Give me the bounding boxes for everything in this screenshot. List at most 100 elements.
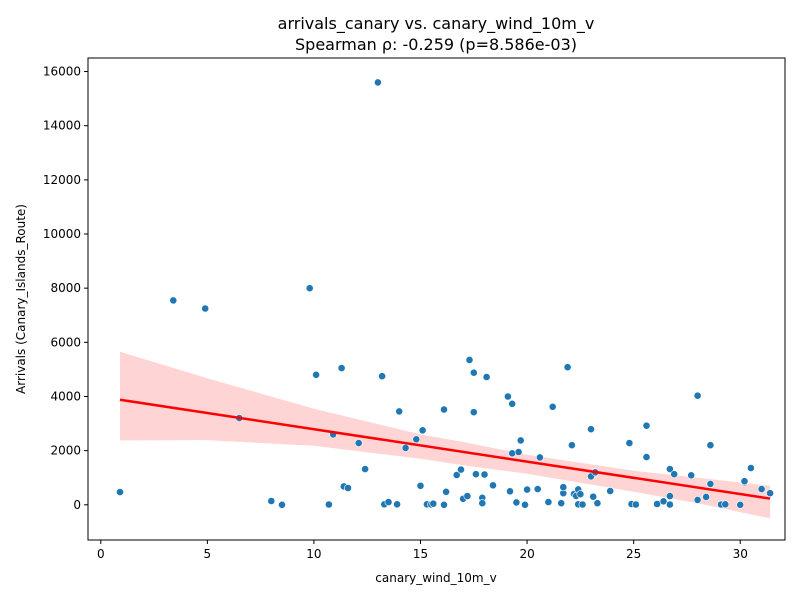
data-point xyxy=(393,500,401,509)
data-point xyxy=(702,492,710,501)
regression-line-layer xyxy=(119,398,771,500)
data-point xyxy=(533,485,542,493)
data-point xyxy=(625,439,634,447)
y-axis-label: Arrivals (Canary_Islands_Route) xyxy=(14,204,28,394)
data-point xyxy=(506,487,514,496)
data-point xyxy=(548,402,557,411)
data-point xyxy=(465,355,474,364)
data-point xyxy=(631,500,640,509)
data-point xyxy=(401,443,410,452)
data-point xyxy=(706,479,715,488)
data-point xyxy=(693,495,702,504)
data-point xyxy=(589,492,598,501)
data-point xyxy=(514,448,523,456)
y-tick-label: 2000 xyxy=(50,444,81,458)
data-point xyxy=(373,78,382,87)
data-point xyxy=(116,488,124,496)
data-point xyxy=(736,500,745,509)
data-point xyxy=(508,399,517,408)
data-point xyxy=(659,497,668,506)
data-point xyxy=(593,499,602,508)
data-point xyxy=(666,465,674,473)
data-point xyxy=(516,436,525,445)
data-point xyxy=(169,296,178,305)
regression-line xyxy=(119,398,771,500)
data-point xyxy=(480,470,489,479)
y-tick-label: 0 xyxy=(73,498,81,512)
confidence-band-layer xyxy=(120,351,771,519)
data-point xyxy=(587,425,595,434)
confidence-band xyxy=(120,351,771,519)
y-tick-label: 8000 xyxy=(50,281,81,295)
chart-title: arrivals_canary vs. canary_wind_10m_v xyxy=(278,14,595,34)
y-tick-label: 14000 xyxy=(43,119,81,133)
data-point xyxy=(503,392,512,401)
data-point xyxy=(747,464,755,472)
data-point xyxy=(757,485,766,493)
data-point xyxy=(384,498,393,506)
data-point xyxy=(536,453,544,462)
y-tick-label: 12000 xyxy=(43,173,81,187)
data-point xyxy=(482,373,491,381)
data-point xyxy=(489,481,497,490)
x-tick-label: 5 xyxy=(204,547,212,561)
data-point xyxy=(706,441,715,450)
y-tick-label: 6000 xyxy=(50,335,81,349)
data-point xyxy=(521,500,529,509)
x-tick-label: 10 xyxy=(306,547,321,561)
data-point xyxy=(721,500,730,509)
data-point xyxy=(354,439,363,447)
data-point xyxy=(416,481,425,490)
data-point xyxy=(361,465,369,473)
data-point xyxy=(670,470,679,479)
x-tick-label: 20 xyxy=(519,547,534,561)
data-point xyxy=(512,498,521,507)
data-point xyxy=(568,441,576,450)
data-point xyxy=(471,470,480,479)
data-point xyxy=(576,490,585,499)
data-point xyxy=(312,370,320,379)
data-point xyxy=(666,500,674,509)
data-point xyxy=(740,477,749,486)
data-point xyxy=(463,492,472,500)
data-point xyxy=(478,499,487,508)
chart-subtitle: Spearman ρ: -0.259 (p=8.586e-03) xyxy=(295,35,577,54)
data-point xyxy=(523,485,531,494)
data-point xyxy=(766,489,774,498)
data-point xyxy=(395,407,404,416)
data-point xyxy=(544,498,553,506)
data-point xyxy=(469,368,478,377)
points-layer xyxy=(116,78,774,509)
data-point xyxy=(457,465,465,474)
data-point xyxy=(429,499,438,508)
data-point xyxy=(642,421,651,430)
data-point xyxy=(563,363,572,372)
data-point xyxy=(278,500,286,509)
data-point xyxy=(412,435,421,444)
x-tick-label: 0 xyxy=(97,547,105,561)
x-tick-label: 25 xyxy=(626,547,641,561)
data-point xyxy=(578,500,587,509)
plot-frame xyxy=(87,57,786,541)
data-point xyxy=(687,471,696,480)
data-point xyxy=(508,449,517,458)
data-point xyxy=(418,426,427,435)
data-point xyxy=(642,453,651,461)
data-point xyxy=(559,483,568,492)
data-point xyxy=(344,484,352,492)
data-point xyxy=(693,391,702,400)
y-axis-ticks: 0 2000 4000 6000 8000 10000 12000 14000 16000 xyxy=(43,65,88,512)
data-point xyxy=(324,500,333,509)
y-tick-label: 4000 xyxy=(50,389,81,403)
data-point xyxy=(305,284,314,293)
data-point xyxy=(452,471,461,479)
data-point xyxy=(606,487,615,495)
x-axis-ticks: 0 5 10 15 20 25 30 xyxy=(97,540,748,561)
data-point xyxy=(440,500,448,509)
x-axis-label: canary_wind_10m_v xyxy=(375,571,496,585)
data-point xyxy=(557,499,566,508)
x-tick-label: 15 xyxy=(413,547,428,561)
data-point xyxy=(267,497,276,505)
